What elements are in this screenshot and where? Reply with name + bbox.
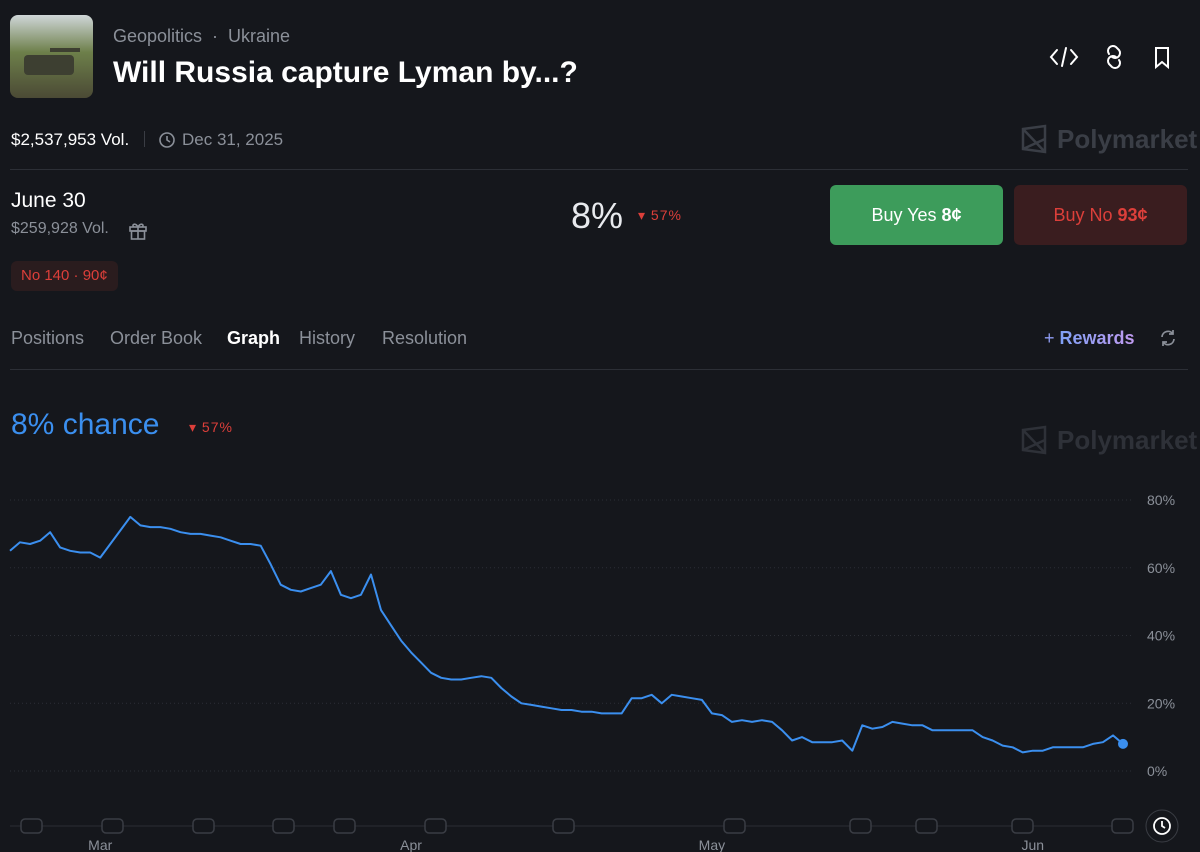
tab-active[interactable]: Graph (227, 328, 281, 348)
position-badge[interactable]: No 140 · 90¢ (11, 261, 118, 291)
rewards-label: Rewards (1059, 328, 1135, 348)
buy-no-button[interactable]: Buy No 93¢ (1014, 185, 1187, 245)
clock-button[interactable] (1145, 809, 1179, 843)
total-volume: $2,537,953 Vol. (11, 130, 130, 149)
breadcrumb-item[interactable]: Geopolitics (113, 26, 203, 46)
embed-icon[interactable] (1049, 47, 1079, 67)
bookmark-icon[interactable] (1155, 47, 1169, 70)
tab[interactable]: Order Book (110, 328, 203, 348)
button-price: 8¢ (941, 204, 962, 225)
gift-icon (129, 223, 147, 240)
tab[interactable]: Positions (11, 328, 85, 348)
button-label: Buy No (1053, 204, 1113, 225)
separator (144, 131, 145, 147)
end-date: Dec 31, 2025 (182, 130, 284, 149)
chart: 0% 20% 40% 60% 80% Mar Apr May Jun (9, 492, 1179, 852)
tab[interactable]: Resolution (382, 328, 468, 348)
button-price: 93¢ (1117, 204, 1148, 225)
brand-watermark: Polymarket (1057, 425, 1198, 455)
clock-icon (159, 132, 175, 148)
button-label: Buy Yes (871, 204, 937, 225)
breadcrumb-item[interactable]: Ukraine (228, 26, 291, 46)
x-tick-label: Jun (1021, 837, 1044, 852)
thumbnail (10, 15, 93, 98)
brand-logo (1021, 425, 1047, 455)
buy-yes-button[interactable]: Buy Yes 8¢ (830, 185, 1003, 245)
market-name: June 30 (11, 189, 86, 212)
rewards-link[interactable]: + Rewards (1044, 328, 1135, 348)
market-change: ▾ 57% (638, 207, 682, 223)
brand-watermark: Polymarket (1057, 124, 1198, 154)
refresh-icon[interactable] (1158, 328, 1178, 348)
market-volume: $259,928 Vol. (11, 220, 109, 237)
divider (10, 369, 1188, 370)
market-probability: 8% (571, 195, 624, 236)
change-value: 57% (650, 207, 682, 223)
time-brush (10, 818, 1134, 834)
y-tick-label: 60% (1147, 560, 1175, 576)
header-icons (1049, 45, 1169, 70)
y-tick-label: 20% (1147, 695, 1175, 711)
brand-logo (1021, 124, 1047, 154)
x-tick-label: Mar (88, 837, 112, 852)
divider (10, 169, 1188, 170)
price-line (9, 515, 1124, 754)
link-icon[interactable] (1107, 45, 1121, 69)
chart-change: ▾ 57% (189, 419, 233, 435)
chart-title: 8% chance (11, 408, 160, 441)
y-tick-label: 80% (1147, 492, 1175, 508)
end-point (1118, 738, 1128, 749)
market-title: Will Russia capture Lyman by...? (113, 56, 578, 89)
y-tick-label: 40% (1147, 628, 1175, 644)
change-value: 57% (201, 419, 233, 435)
tab[interactable]: History (299, 328, 356, 348)
x-tick-label: May (699, 837, 725, 852)
x-tick-label: Apr (400, 837, 422, 852)
breadcrumb: Geopolitics · Ukraine (113, 26, 291, 46)
y-tick-label: 0% (1147, 763, 1167, 779)
